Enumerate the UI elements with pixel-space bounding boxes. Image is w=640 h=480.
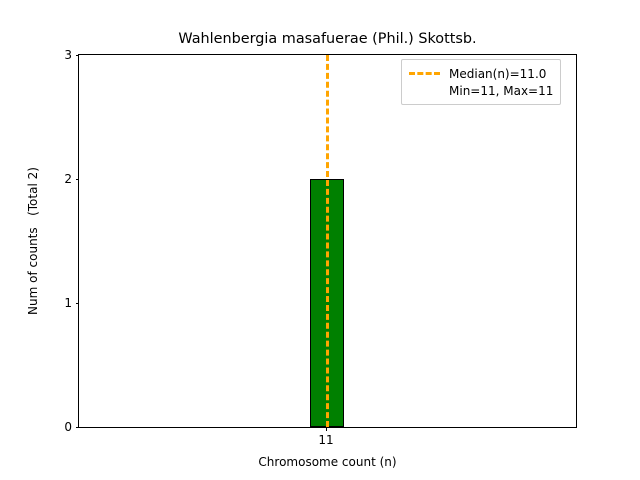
legend-label-median: Median(n)=11.0 (449, 66, 547, 81)
ytick-label-2: 2 (64, 171, 72, 186)
median-line (326, 55, 329, 427)
ytick-label-0: 0 (64, 420, 72, 434)
xtick-label-11: 11 (318, 433, 334, 447)
ytick-mark-1 (75, 303, 79, 305)
page-title: Wahlenbergia masafuerae (Phil.) Skottsb. (178, 31, 477, 47)
plot-axes: 0 1 2 3 11 Median(n)=11.0 Min=1 (64, 48, 577, 447)
legend-label-minmax: Min=11, Max=11 (449, 83, 554, 98)
legend-entry-minmax: Min=11, Max=11 (409, 82, 553, 99)
ytick-mark-0 (75, 427, 79, 429)
ytick-label-3: 3 (64, 48, 72, 62)
legend: Median(n)=11.0 Min=11, Max=11 (401, 59, 562, 105)
legend-dashed-line-icon (409, 72, 440, 75)
ytick-mark-3 (75, 55, 79, 57)
y-axis-label: Num of counts (Total 2) (26, 167, 40, 315)
ytick-label-1: 1 (64, 296, 72, 310)
plot-area (79, 55, 576, 427)
xtick-mark-11 (326, 427, 328, 431)
legend-blank-icon (409, 89, 440, 92)
ytick-mark-2 (75, 178, 79, 181)
x-axis-label: Chromosome count (n) (258, 455, 397, 469)
legend-entry-median: Median(n)=11.0 (409, 65, 553, 82)
